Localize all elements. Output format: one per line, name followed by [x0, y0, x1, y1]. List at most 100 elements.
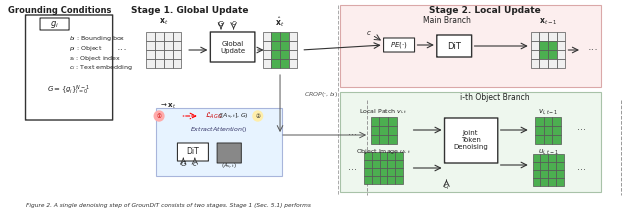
Bar	[289, 59, 298, 68]
Text: $G = \{g_i\}_{i=0}^{N-1}$: $G = \{g_i\}_{i=0}^{N-1}$	[47, 83, 91, 97]
Bar	[372, 168, 380, 176]
Bar	[532, 154, 540, 162]
Bar	[147, 59, 155, 68]
Bar	[380, 160, 387, 168]
Bar	[262, 59, 271, 68]
Text: Local Patch $v_{i,t}$: Local Patch $v_{i,t}$	[359, 108, 408, 116]
Text: DiT: DiT	[447, 42, 461, 50]
Bar	[340, 92, 602, 192]
FancyBboxPatch shape	[436, 35, 472, 57]
Bar	[532, 178, 540, 186]
Bar	[531, 59, 540, 68]
Bar	[548, 178, 556, 186]
Bar	[164, 41, 173, 50]
Bar	[531, 41, 540, 50]
Bar	[548, 170, 556, 178]
Text: ···: ···	[588, 45, 599, 55]
Bar	[371, 134, 380, 143]
Bar	[552, 116, 561, 126]
Bar	[557, 32, 566, 41]
Bar	[532, 170, 540, 178]
Bar	[155, 32, 164, 41]
Bar	[532, 162, 540, 170]
Circle shape	[154, 111, 164, 121]
Text: $CROP(\cdot, b_i)$: $CROP(\cdot, b_i)$	[303, 89, 338, 99]
Bar	[173, 50, 181, 59]
Bar	[364, 176, 372, 184]
Bar	[164, 50, 173, 59]
Bar	[372, 160, 380, 168]
Bar	[164, 59, 173, 68]
Bar	[387, 160, 395, 168]
Bar	[535, 116, 544, 126]
Bar	[271, 59, 280, 68]
Bar	[380, 152, 387, 160]
Bar	[147, 41, 155, 50]
Bar	[556, 178, 564, 186]
Bar	[540, 59, 548, 68]
FancyBboxPatch shape	[217, 143, 241, 163]
Text: $c_i$: $c_i$	[443, 182, 450, 192]
Bar	[540, 170, 548, 178]
Text: ···: ···	[577, 125, 586, 135]
Bar	[164, 32, 173, 41]
Bar	[271, 50, 280, 59]
Text: ···: ···	[577, 165, 586, 175]
Bar	[556, 154, 564, 162]
Bar	[556, 170, 564, 178]
Bar	[395, 160, 403, 168]
Text: ①: ①	[157, 114, 161, 119]
Bar	[147, 50, 155, 59]
Bar	[155, 41, 164, 50]
Bar	[364, 152, 372, 160]
Bar	[364, 168, 372, 176]
Bar	[262, 41, 271, 50]
Bar	[271, 32, 280, 41]
Text: $p_i$ : Object: $p_i$ : Object	[69, 43, 103, 53]
Text: $G$: $G$	[180, 160, 187, 169]
Bar	[387, 152, 395, 160]
Bar	[557, 59, 566, 68]
Text: Main Branch: Main Branch	[422, 15, 470, 24]
Bar	[544, 116, 552, 126]
Bar	[540, 41, 548, 50]
Bar	[395, 152, 403, 160]
Bar	[280, 59, 289, 68]
Bar	[173, 59, 181, 68]
FancyBboxPatch shape	[383, 38, 415, 52]
Text: $c$: $c$	[192, 160, 198, 168]
Bar	[364, 160, 372, 168]
Bar	[371, 126, 380, 134]
Bar	[540, 162, 548, 170]
Text: $c$: $c$	[230, 19, 236, 27]
Circle shape	[253, 111, 262, 121]
Text: ···: ···	[117, 45, 128, 55]
Text: ···: ···	[348, 165, 356, 175]
Bar	[388, 116, 397, 126]
Bar	[387, 168, 395, 176]
Text: $\mathbf{x}_t$: $\mathbf{x}_t$	[159, 17, 168, 27]
Bar	[540, 178, 548, 186]
Bar	[262, 50, 271, 59]
Text: $c_i$ : Text embedding: $c_i$ : Text embedding	[69, 64, 132, 73]
FancyBboxPatch shape	[177, 143, 209, 161]
Bar	[380, 134, 388, 143]
Bar	[380, 176, 387, 184]
Bar	[387, 176, 395, 184]
Bar	[540, 50, 548, 59]
Bar	[371, 116, 380, 126]
Text: $\hat{\mathbf{x}}_t$: $\hat{\mathbf{x}}_t$	[275, 15, 285, 29]
Text: $u_{i,t-1}$: $u_{i,t-1}$	[538, 147, 559, 157]
Bar	[548, 162, 556, 170]
Bar	[372, 176, 380, 184]
Bar	[548, 32, 557, 41]
Text: $(A_{s_i,t})$: $(A_{s_i,t})$	[221, 161, 237, 171]
Text: ···: ···	[348, 130, 356, 140]
Bar	[388, 126, 397, 134]
Text: Global
Update: Global Update	[220, 41, 245, 54]
Bar	[155, 50, 164, 59]
FancyBboxPatch shape	[40, 18, 69, 30]
Text: $g_i$: $g_i$	[50, 19, 59, 30]
Bar	[380, 116, 388, 126]
Bar	[380, 168, 387, 176]
